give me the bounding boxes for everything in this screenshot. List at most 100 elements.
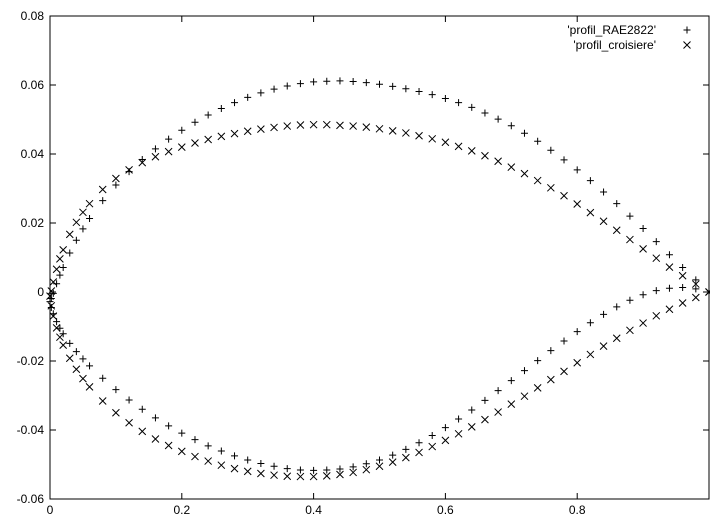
croisiere-point [428,134,437,143]
rae2822-point [441,424,449,432]
y-tick-label: 0 [37,285,44,299]
croisiere-point [138,158,147,167]
rae2822-point [692,276,700,284]
croisiere-point [204,135,213,144]
croisiere-point [151,435,160,443]
rae2822-point [349,463,357,471]
croisiere-point [691,293,700,302]
croisiere-point [362,465,371,474]
rae2822-point [428,91,436,99]
croisiere-point [665,263,674,272]
croisiere-point [626,235,634,244]
croisiere-point [454,142,463,151]
croisiere-point [243,127,252,136]
rae2822-point [600,188,608,196]
croisiere-point [49,278,58,286]
rae2822-point [507,122,515,130]
rae2822-point [53,280,61,288]
legend-markers [683,26,691,49]
rae2822-point [47,295,55,303]
rae2822-point [665,284,673,292]
croisiere-point [296,121,305,129]
legend-marker-croisiere [683,41,691,49]
plot-points [46,77,710,481]
croisiere-point [79,208,87,217]
rae2822-point [151,145,159,153]
croisiere-point [441,436,450,445]
rae2822-point [376,456,383,464]
rae2822-point [296,80,304,88]
croisiere-point [507,400,516,408]
croisiere-point [639,245,647,253]
croisiere-point [322,472,331,480]
croisiere-point [467,147,476,155]
rae2822-point [415,88,423,96]
y-tick-label: 0.04 [21,147,45,161]
rae2822-point [679,264,687,272]
x-tick-label: 0.4 [305,503,322,517]
axis-ticks [49,15,709,500]
croisiere-point [586,350,595,359]
croisiere-point [402,129,410,137]
rae2822-point [178,126,186,134]
rae2822-point [270,462,278,470]
rae2822-point [165,422,173,430]
croisiere-point [599,342,608,351]
croisiere-point [599,217,608,226]
rae2822-point [362,79,370,87]
rae2822-point [112,386,120,394]
rae2822-point [72,236,80,244]
croisiere-point [415,448,423,457]
croisiere-point [520,169,529,178]
rae2822-point [336,465,344,473]
rae2822-point [547,146,555,154]
rae2822-point [494,115,502,123]
croisiere-point [164,441,173,450]
croisiere-point [546,375,555,384]
rae2822-point [389,82,397,90]
croisiere-point [349,122,357,130]
croisiere-point [415,131,423,140]
croisiere-point [375,462,384,471]
croisiere-point [441,138,450,147]
croisiere-point [47,287,56,295]
rae2822-point [692,285,700,293]
croisiere-point [626,326,634,335]
rae2822-point [639,225,647,233]
croisiere-point [336,470,344,479]
croisiere-point [151,152,160,161]
croisiere-point [481,415,489,424]
rae2822-point [665,251,673,259]
croisiere-point [85,199,94,208]
rae2822-point [151,414,159,422]
croisiere-point [283,472,292,481]
rae2822-point [191,436,199,444]
croisiere-point [612,334,621,343]
croisiere-point [494,408,502,416]
croisiere-point [65,230,74,239]
rae2822-point [231,99,239,107]
rae2822-point [79,225,87,233]
croisiere-point [164,147,173,156]
rae2822-point [600,310,608,318]
croisiere-point [533,176,542,185]
rae2822-point [573,166,581,174]
rae2822-point [257,459,265,467]
croisiere-point [375,124,384,133]
rae2822-point [59,264,67,272]
croisiere-point [270,123,278,132]
rae2822-point [534,137,542,145]
y-tick-labels: -0.06 -0.04 -0.02 0 0.02 0.04 0.06 0.08 [17,9,45,506]
rae2822-point [257,89,265,97]
rae2822-point [99,197,107,205]
croisiere-point [349,468,357,477]
rae2822-point [323,77,331,85]
rae2822-point [204,111,212,119]
croisiere-point [65,354,74,363]
rae2822-point [138,156,146,164]
rae2822-point [613,200,621,208]
croisiere-point [98,185,107,194]
croisiere-point [72,365,81,374]
croisiere-point [257,469,265,478]
croisiere-point [388,458,397,466]
